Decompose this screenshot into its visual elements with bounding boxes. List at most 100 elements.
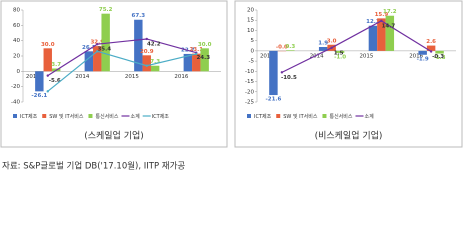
value-label: -26.1	[31, 93, 47, 99]
y-tick-label: 20	[13, 54, 20, 60]
legend-label: 통신서비스	[95, 113, 118, 120]
bar	[377, 18, 386, 51]
value-label: -5.6	[49, 78, 61, 84]
figure: 자료: S&P글로벌 기업 DB('17.10월), IITP 재가공 -40 -…	[0, 0, 463, 172]
legend-label: 통신서비스	[329, 113, 352, 120]
y-tick-label: 10	[247, 28, 254, 34]
bar	[43, 48, 52, 72]
line-point	[96, 42, 99, 46]
line-point	[429, 50, 433, 53]
bar	[385, 15, 395, 51]
value-label: 0.3	[285, 44, 295, 50]
x-tick-label: 2016	[174, 74, 188, 80]
y-tick-label: 80	[13, 8, 20, 14]
bar	[192, 53, 201, 72]
x-tick-label: 2013	[260, 53, 274, 59]
legend-swatch	[13, 114, 17, 118]
value-label: 75.2	[99, 7, 113, 13]
legend-label: ICT제조	[152, 113, 170, 120]
value-label: 2.6	[426, 39, 436, 45]
line	[281, 20, 432, 73]
value-label: 30.0	[198, 42, 212, 48]
y-tick-label: -25	[245, 100, 254, 106]
y-tick-label: -40	[11, 100, 20, 106]
value-label: 24.3	[196, 55, 210, 61]
line-point	[330, 46, 333, 50]
y-tick-label: -15	[245, 79, 254, 85]
x-tick-label: 2013	[26, 74, 40, 80]
bar	[435, 50, 444, 54]
value-label: 30.0	[41, 42, 55, 48]
legend-swatch	[42, 114, 47, 118]
value-label: -1.0	[334, 54, 346, 60]
value-label: -1.9	[417, 56, 429, 62]
y-tick-label: -20	[11, 84, 20, 90]
value-label: 32.9	[90, 40, 104, 46]
legend-label: 소계	[130, 113, 140, 120]
caption: (비스케일업 기업)	[315, 131, 383, 142]
x-tick-label: 2015	[125, 74, 139, 80]
caption: (스케일업 기업)	[84, 131, 144, 142]
value-label: 35.4	[97, 47, 111, 53]
y-tick-label: 5	[251, 38, 255, 44]
frame	[0, 0, 228, 148]
line-point	[145, 37, 148, 41]
bar	[142, 55, 151, 72]
bar	[200, 48, 209, 72]
value-label: 26.1	[82, 45, 96, 51]
y-tick-label: 15	[247, 18, 254, 24]
x-tick-label: 2014	[75, 74, 89, 80]
value-label: 15.9	[375, 12, 389, 18]
line-point	[145, 64, 148, 67]
line-point	[96, 50, 99, 53]
line-point	[380, 19, 383, 23]
value-label: 3.0	[327, 38, 337, 44]
y-tick-label: 20	[247, 8, 254, 14]
y-tick-label: -10	[245, 69, 254, 75]
bar	[335, 50, 345, 53]
line-point	[280, 71, 284, 74]
line-point	[195, 52, 198, 56]
value-label: -10.5	[281, 75, 297, 81]
legend-label: 소계	[364, 113, 374, 120]
bar	[368, 25, 378, 51]
bar	[183, 53, 193, 72]
bar	[269, 50, 278, 96]
y-tick-label: 60	[13, 23, 20, 29]
value-label: 1.9	[318, 41, 328, 47]
value-label: 20.9	[140, 49, 154, 55]
legend-label: ICT제조	[254, 113, 272, 120]
legend-label: SW 및 IT서비스	[49, 113, 84, 120]
x-tick-label: 2016	[409, 53, 423, 59]
legend-swatch	[88, 114, 93, 118]
y-tick-label: -5	[249, 59, 255, 65]
legend-label: ICT제조	[20, 113, 38, 120]
value-label: 7.3	[150, 59, 160, 65]
y-tick-label: 0	[251, 48, 255, 54]
value-label: 12.3	[366, 19, 380, 25]
bar	[150, 65, 160, 72]
source: 자료: S&P글로벌 기업 DB('17.10월), IITP 재가공	[2, 161, 185, 172]
bar	[35, 71, 44, 92]
bar	[318, 47, 328, 51]
value-label: -0.3	[432, 54, 444, 60]
value-label: 23.1	[189, 47, 203, 53]
value-label: 3.7	[51, 62, 61, 68]
value-label: -1.3	[434, 55, 446, 61]
value-label: 14.7	[382, 23, 396, 29]
value-label: 17.2	[383, 9, 397, 15]
bar	[84, 51, 94, 72]
legend-swatch	[276, 114, 281, 118]
frame	[234, 0, 463, 148]
line-point	[46, 90, 49, 93]
y-tick-label: -20	[245, 89, 254, 95]
value-label: -0.0	[276, 44, 288, 50]
bar	[418, 50, 427, 55]
bar	[101, 13, 110, 72]
bar	[93, 46, 102, 72]
y-tick-label: 0	[17, 69, 21, 75]
legend-label: SW 및 IT서비스	[283, 113, 318, 120]
legend-swatch	[247, 114, 251, 118]
x-tick-label: 2015	[359, 53, 373, 59]
y-tick-label: 40	[13, 38, 20, 44]
